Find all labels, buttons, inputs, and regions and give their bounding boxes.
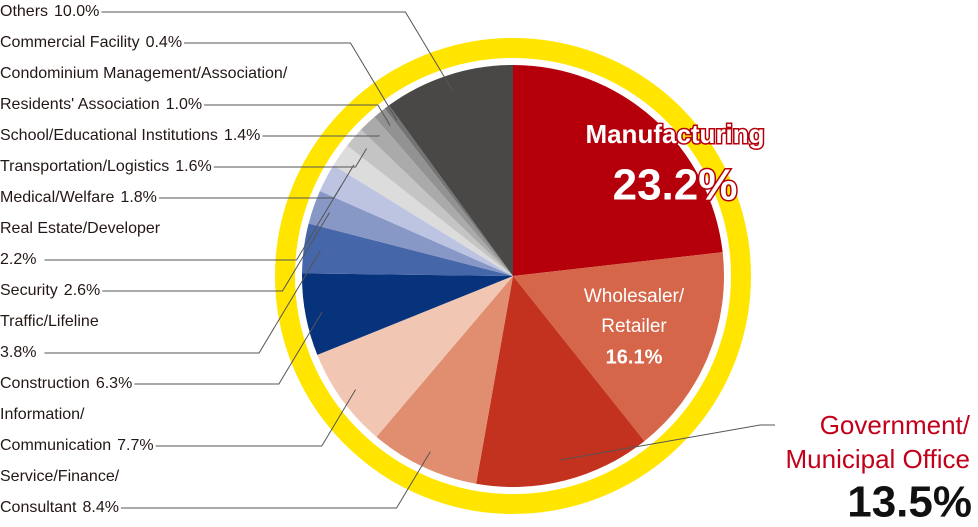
leader-line [204, 104, 391, 126]
value-label: 16.1% [606, 346, 663, 368]
category-label: Information/ [0, 406, 85, 423]
legend-label: Communication 7.7% [0, 437, 154, 454]
category-label: Traffic/Lifeline [0, 313, 99, 330]
pie-slice [308, 190, 513, 276]
category-label: Retailer [601, 316, 667, 337]
category-label: Construction [0, 375, 90, 392]
category-label: Condominium Management/Association/ [0, 65, 288, 82]
value-label: 1.4% [224, 127, 260, 144]
legend-label: Traffic/Lifeline [0, 313, 99, 330]
category-label: Security [0, 282, 58, 299]
pie-slice [476, 276, 645, 488]
value-label: 2.2% [0, 251, 36, 268]
legend-label: Residents' Association 1.0% [0, 96, 202, 113]
pie-slice [384, 105, 513, 276]
leader-line [155, 389, 357, 447]
category-label: Transportation/Logistics [0, 158, 169, 175]
value-label: 10.0% [54, 3, 99, 20]
category-label: Manufacturing [585, 119, 764, 149]
legend-label: Condominium Management/Association/ [0, 65, 288, 82]
value-label: 1.8% [120, 189, 156, 206]
pie-slice [513, 252, 724, 442]
pie-slice [319, 165, 513, 276]
leader-line [120, 451, 431, 509]
pie-slice [374, 108, 513, 277]
leader-line [44, 185, 342, 261]
category-label: Service/Finance/ [0, 468, 120, 485]
ring [275, 38, 751, 514]
category-label: Others [0, 3, 48, 20]
legend-label: Service/Finance/ [0, 468, 120, 485]
leader-line [101, 11, 454, 92]
value-label: 1.6% [175, 158, 211, 175]
legend-label: Construction 6.3% [0, 375, 132, 392]
legend-label: Consultant 8.4% [0, 499, 119, 516]
pie-slice [317, 276, 513, 437]
leader-line [559, 424, 775, 461]
value-label: 2.6% [64, 282, 100, 299]
category-label: Consultant [0, 499, 77, 516]
leader-line [134, 311, 323, 385]
legend-label: Information/ [0, 406, 85, 423]
category-label: Municipal Office [786, 444, 971, 474]
value-label: 6.3% [96, 375, 132, 392]
legend-label: Transportation/Logistics 1.6% [0, 158, 212, 175]
category-label: Real Estate/Developer [0, 220, 161, 237]
legend-label: Medical/Welfare 1.8% [0, 189, 157, 206]
pie-slice [333, 145, 513, 276]
value-label: 13.5% [847, 478, 972, 527]
legend-label: Commercial Facility 0.4% [0, 34, 182, 51]
pie-slice [361, 116, 513, 276]
legend-label: School/Educational Institutions 1.4% [0, 127, 260, 144]
leader-line [44, 250, 321, 354]
value-label: 8.4% [83, 499, 119, 516]
pie-slice [347, 129, 513, 276]
value-label: 23.2% [613, 161, 738, 210]
leader-line [213, 148, 368, 168]
category-label: Government/ [820, 410, 971, 440]
pie-slice [376, 276, 513, 484]
value-label: 7.7% [117, 437, 153, 454]
category-label: Communication [0, 437, 111, 454]
legend-label: Real Estate/Developer [0, 220, 161, 237]
pie-slice [513, 65, 723, 276]
category-label: Commercial Facility [0, 34, 140, 51]
category-label: Residents' Association [0, 96, 160, 113]
pie-slice [302, 223, 513, 276]
category-label: Medical/Welfare [0, 189, 115, 206]
leader-line [184, 42, 398, 121]
value-label: 1.0% [166, 96, 202, 113]
leader-line [102, 212, 330, 292]
pie-slice [302, 273, 513, 355]
value-label: 0.4% [146, 34, 182, 51]
value-label: 3.8% [0, 344, 36, 361]
legend-label: Others 10.0% [0, 3, 99, 20]
leader-line [262, 135, 380, 137]
category-label: School/Educational Institutions [0, 127, 218, 144]
category-label: Wholesaler/ [584, 286, 685, 307]
legend-label: Security 2.6% [0, 282, 100, 299]
pie-slice [388, 65, 513, 276]
